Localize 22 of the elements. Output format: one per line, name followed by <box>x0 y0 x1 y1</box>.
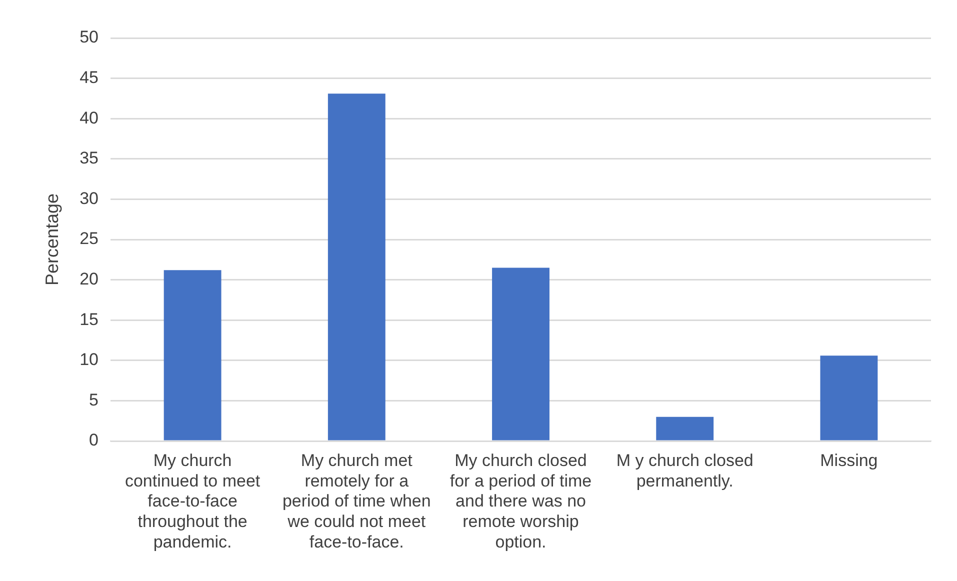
y-tick-label: 25 <box>80 229 99 248</box>
y-tick-label: 0 <box>89 430 99 450</box>
x-tick-label: Missing <box>820 450 878 470</box>
y-tick-label: 20 <box>80 269 99 288</box>
bar <box>164 270 222 440</box>
bar <box>492 268 550 440</box>
y-tick-label: 5 <box>89 390 99 410</box>
y-tick-label: 50 <box>80 28 99 47</box>
bar <box>820 356 878 440</box>
y-tick-label: 45 <box>80 68 99 87</box>
x-tick-label: My church continued to meet face-to-face throughout the pandemic. <box>124 450 260 552</box>
y-tick-label: 40 <box>80 108 99 128</box>
bar <box>328 94 386 440</box>
y-tick-label: 15 <box>80 310 99 329</box>
x-tick-label: My church closed for a period of time and there was no remote worship option. <box>450 450 592 552</box>
x-tick-label: My church met remotely for a period of time when we could not meet face-to-face. <box>282 450 431 552</box>
x-tick-label: M y church closed permanently. <box>616 450 754 490</box>
y-tick-label: 30 <box>80 188 99 208</box>
y-axis-title: Percentage <box>42 193 62 286</box>
y-tick-label: 10 <box>80 350 99 370</box>
bar <box>656 416 714 440</box>
y-tick-label: 35 <box>80 148 99 168</box>
